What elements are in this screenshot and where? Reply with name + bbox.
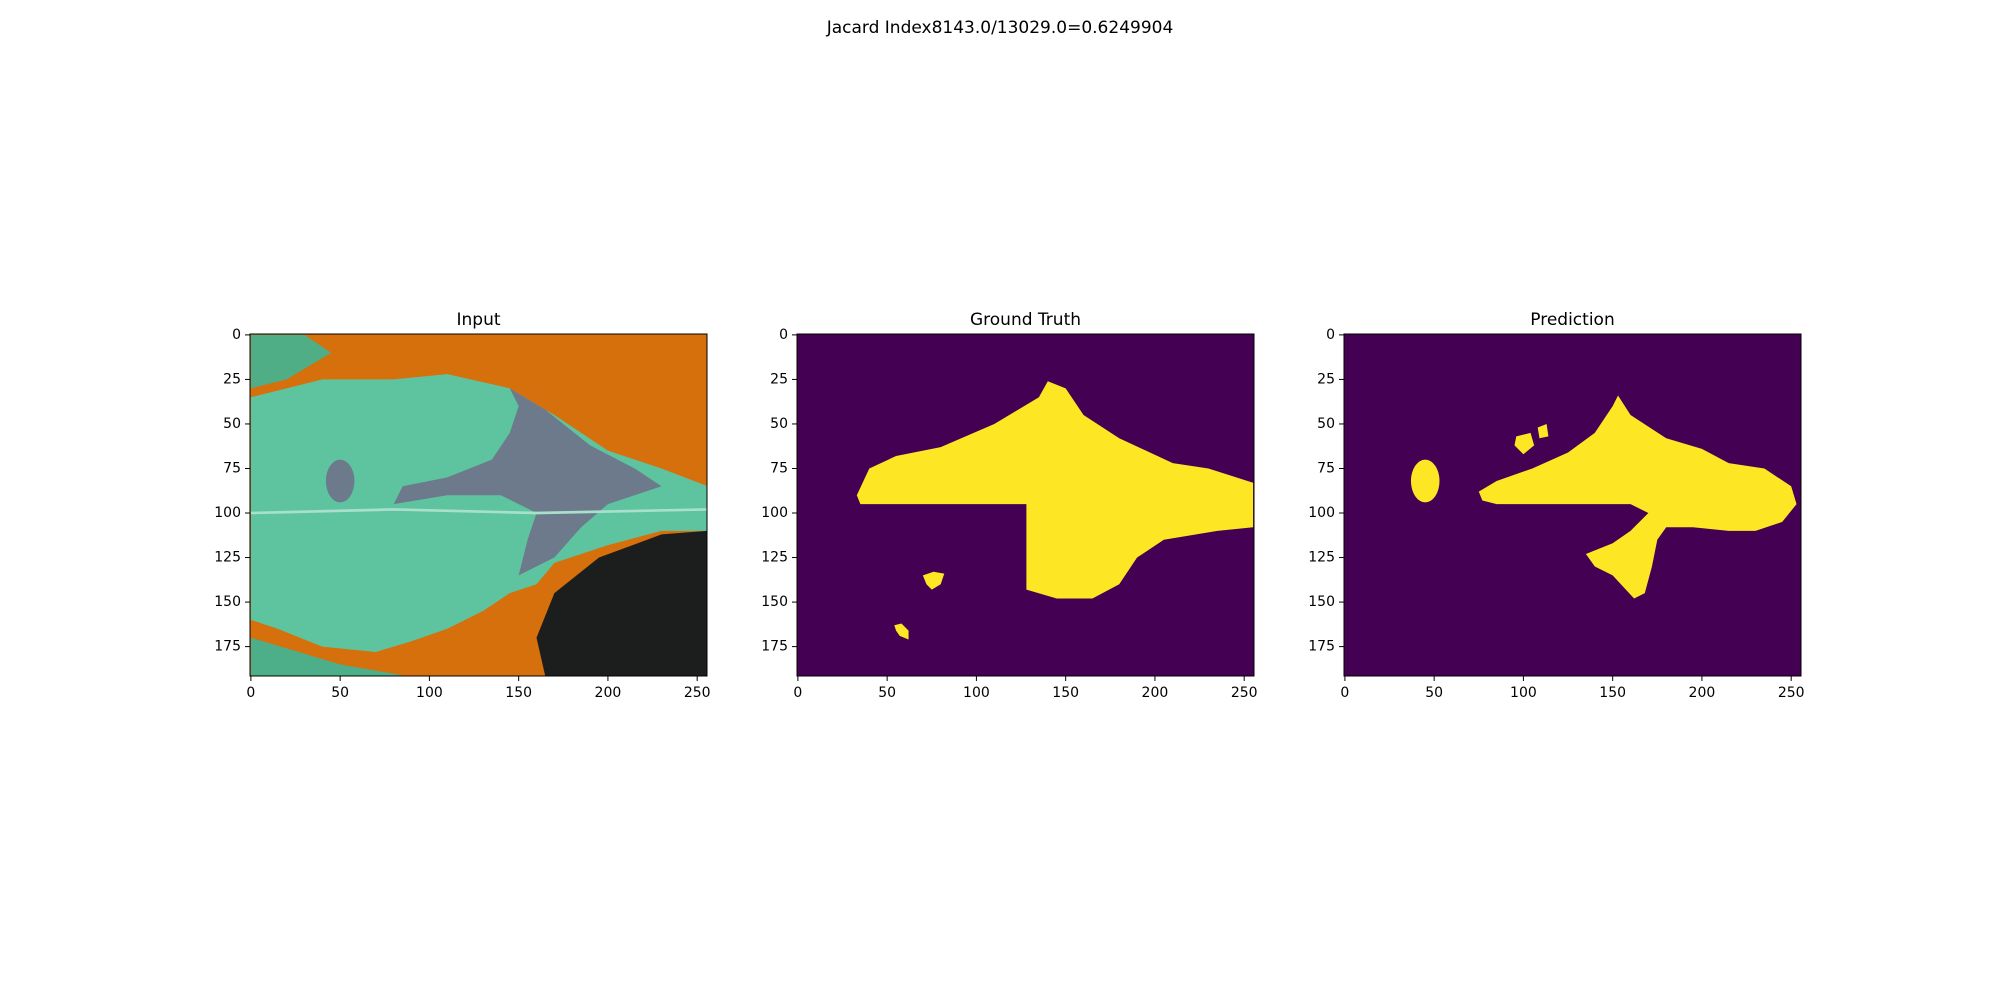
y-tick-label: 125 [214, 550, 241, 566]
x-tick-label: 100 [963, 685, 990, 701]
y-tick-label: 175 [761, 639, 788, 655]
ground-truth-mask [797, 334, 1254, 676]
x-tick-label: 100 [416, 685, 443, 701]
y-tick-label: 175 [1308, 639, 1335, 655]
y-tick-label: 150 [1308, 594, 1335, 610]
x-tick-label: 0 [793, 685, 802, 701]
figure-title: Jacard Index8143.0/13029.0=0.6249904 [826, 18, 1174, 38]
y-tick-label: 125 [761, 550, 788, 566]
x-tick-label: 50 [331, 685, 349, 701]
y-tick-label: 175 [214, 639, 241, 655]
x-tick-label: 50 [878, 685, 896, 701]
axes-frame [1343, 333, 1802, 677]
x-tick-label: 150 [505, 685, 532, 701]
y-tick-label: 50 [770, 416, 788, 432]
y-tick-label: 0 [232, 327, 241, 343]
y-tick-label: 100 [761, 505, 788, 521]
x-tick-label: 200 [1142, 685, 1169, 701]
prediction-mask [1344, 334, 1801, 676]
axes-frame [249, 333, 708, 677]
y-tick-label: 50 [223, 416, 241, 432]
x-tick-label: 200 [595, 685, 622, 701]
x-tick-label: 250 [1231, 685, 1258, 701]
y-tick-label: 150 [761, 594, 788, 610]
y-tick-label: 25 [223, 371, 241, 387]
x-tick-label: 150 [1052, 685, 1079, 701]
y-tick-label: 75 [223, 460, 241, 476]
x-tick-label: 200 [1689, 685, 1716, 701]
y-tick-label: 0 [1326, 327, 1335, 343]
x-tick-label: 100 [1510, 685, 1537, 701]
x-tick-label: 50 [1425, 685, 1443, 701]
input-image [250, 334, 707, 676]
y-tick-label: 0 [779, 327, 788, 343]
axes-title: Ground Truth [970, 310, 1081, 330]
axes-frame [796, 333, 1255, 677]
y-tick-label: 150 [214, 594, 241, 610]
y-tick-label: 50 [1317, 416, 1335, 432]
x-tick-label: 250 [1778, 685, 1805, 701]
x-tick-label: 150 [1599, 685, 1626, 701]
axes-title: Prediction [1530, 310, 1614, 330]
y-tick-label: 125 [1308, 550, 1335, 566]
y-tick-label: 25 [1317, 371, 1335, 387]
y-tick-label: 75 [770, 460, 788, 476]
y-tick-label: 75 [1317, 460, 1335, 476]
axes-title: Input [456, 310, 500, 330]
y-tick-label: 100 [1308, 505, 1335, 521]
y-tick-label: 100 [214, 505, 241, 521]
x-tick-label: 250 [684, 685, 711, 701]
y-tick-label: 25 [770, 371, 788, 387]
x-tick-label: 0 [1340, 685, 1349, 701]
x-tick-label: 0 [246, 685, 255, 701]
